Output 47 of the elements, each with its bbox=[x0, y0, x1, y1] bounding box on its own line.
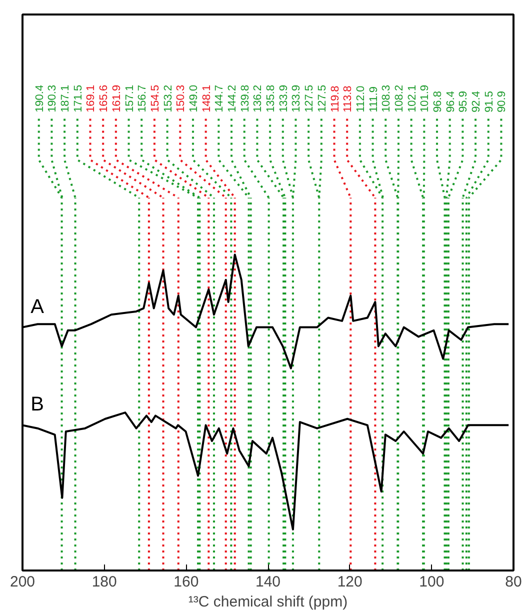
ref-line-label: 108.3 bbox=[380, 84, 393, 112]
ref-line-label: 133.9 bbox=[278, 84, 290, 112]
ref-line-label: 113.8 bbox=[342, 86, 354, 112]
ref-line-label: 187.1 bbox=[60, 84, 72, 112]
x-tick-label: 160 bbox=[174, 574, 199, 590]
ref-line-label: 161.9 bbox=[110, 84, 123, 112]
ref-line-label: 153.2 bbox=[162, 84, 174, 112]
x-tick-label: 100 bbox=[419, 574, 444, 590]
ref-line-label: 144.2 bbox=[226, 84, 239, 112]
ref-line-label: 165.6 bbox=[98, 84, 110, 112]
x-tick-label: 180 bbox=[92, 574, 117, 590]
x-tick-label: 140 bbox=[255, 574, 281, 590]
ref-line-label: 139.8 bbox=[239, 84, 252, 112]
ref-line-label: 96.4 bbox=[444, 91, 457, 112]
ref-line-label: 102.1 bbox=[406, 84, 418, 112]
ref-line-label: 190.4 bbox=[34, 84, 46, 112]
annotation: 133.9 bbox=[290, 84, 303, 112]
ref-line-label: 150.3 bbox=[175, 84, 188, 112]
ref-line-label: 154.5 bbox=[149, 84, 162, 112]
annotation: 111.9 bbox=[368, 86, 380, 112]
ref-line-label: 149.0 bbox=[188, 84, 200, 112]
ref-line-label: 157.1 bbox=[124, 84, 136, 112]
ref-line-label: 156.7 bbox=[136, 84, 149, 112]
ref-line-label: 95.9 bbox=[458, 91, 470, 112]
annotation: 127.5 bbox=[316, 84, 328, 112]
x-tick-label: 200 bbox=[10, 574, 36, 590]
x-tick-label: 120 bbox=[337, 574, 362, 590]
ref-line-label: 171.5 bbox=[72, 84, 84, 112]
ref-line-label: 144.7 bbox=[214, 84, 226, 112]
series-label: A bbox=[30, 296, 45, 318]
ref-line-label: 119.8 bbox=[329, 86, 342, 112]
ref-line-label: 108.2 bbox=[393, 84, 406, 112]
ref-line-label: 136.2 bbox=[252, 84, 264, 112]
series-label: B bbox=[30, 394, 44, 416]
ref-line-label: 96.8 bbox=[432, 91, 444, 112]
ref-line-label: 135.8 bbox=[265, 84, 278, 112]
ref-line-label: 101.9 bbox=[419, 84, 432, 112]
annotation: 190.3 bbox=[46, 84, 59, 112]
ref-line-label: 92.4 bbox=[470, 91, 483, 112]
x-tick-label: 80 bbox=[505, 574, 522, 590]
x-axis-title: ¹³C chemical shift (ppm) bbox=[188, 594, 348, 610]
ref-line-label: 112.0 bbox=[354, 86, 367, 112]
ref-line-label: 127.5 bbox=[304, 84, 316, 112]
ref-line-label: 169.1 bbox=[85, 84, 98, 112]
ref-line-label: 91.5 bbox=[483, 91, 496, 112]
ref-line-label: 90.9 bbox=[496, 91, 508, 112]
ref-line-label: 148.1 bbox=[200, 84, 213, 112]
